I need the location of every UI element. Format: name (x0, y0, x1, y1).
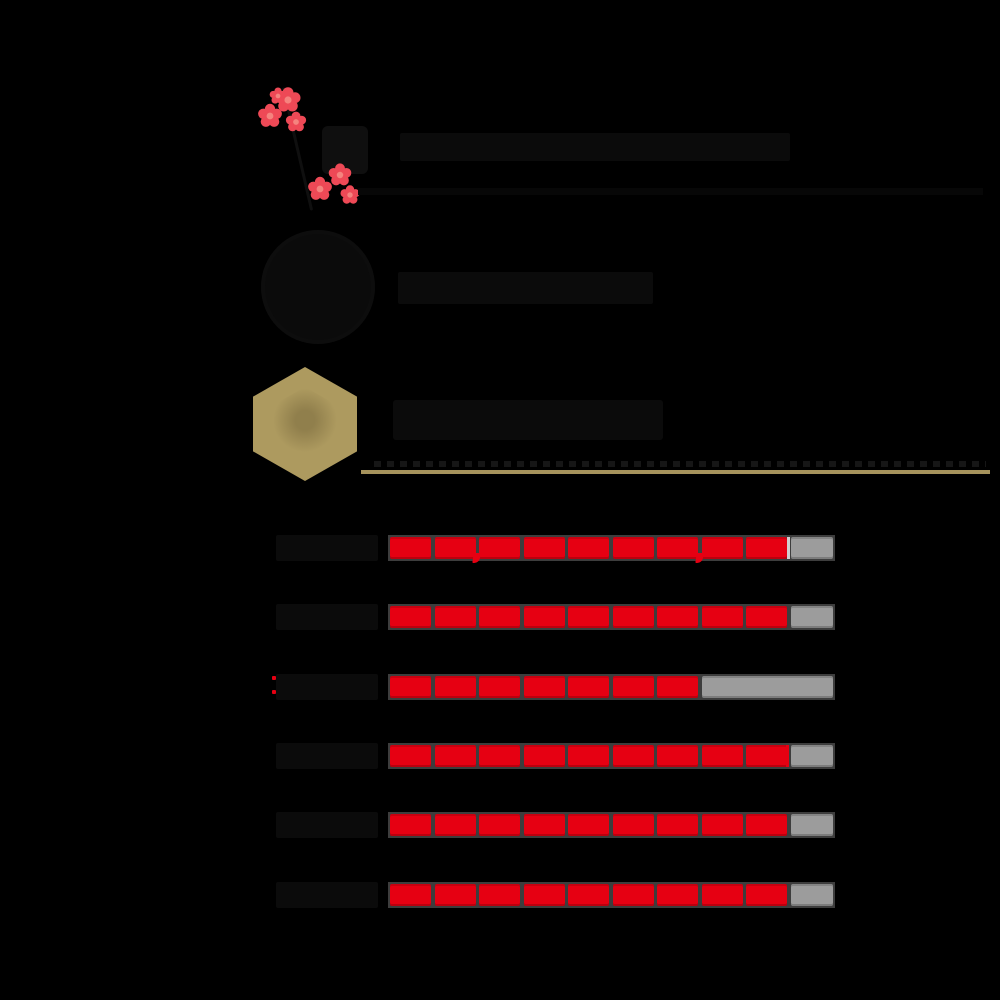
rating-segment-filled (613, 537, 654, 559)
rating-segment-filled (613, 814, 654, 836)
rating-segment-filled (479, 814, 520, 836)
dashed-divider (374, 461, 986, 467)
rating-segment-filled (568, 814, 609, 836)
label-red-dot (272, 690, 276, 694)
obscured-rating-label (276, 812, 378, 838)
rating-segment-filled (746, 537, 787, 559)
rating-segment-filled (479, 676, 520, 698)
obscured-rating-label (276, 674, 378, 700)
rating-segment-filled (390, 537, 431, 559)
rating-segment-filled (524, 606, 565, 628)
rating-segment-filled (479, 884, 520, 906)
obscured-title-text (400, 133, 790, 161)
sakura-blossom-cluster-icon (308, 163, 360, 204)
rating-segment-filled (568, 745, 609, 767)
rating-segment-filled (702, 606, 743, 628)
rating-segment-empty (791, 814, 833, 836)
rating-segment-empty (791, 884, 833, 906)
label-red-dot (272, 676, 276, 680)
obscured-brewery-name-text (398, 272, 653, 304)
rating-segment-filled (613, 745, 654, 767)
rating-segment-filled (390, 676, 431, 698)
rating-segment-filled (435, 884, 476, 906)
rating-segment-filled (613, 606, 654, 628)
rating-segment-filled (746, 884, 787, 906)
rating-segment-filled (568, 537, 609, 559)
rating-segment-filled (390, 745, 431, 767)
rating-segment-filled (479, 745, 520, 767)
rating-segment-filled (746, 814, 787, 836)
rating-segment-filled (524, 745, 565, 767)
light-sliver-mark (787, 537, 790, 559)
rating-segment-filled (657, 606, 698, 628)
rating-segment-filled (568, 606, 609, 628)
rating-segment-filled (524, 884, 565, 906)
rating-segment-filled (479, 537, 520, 559)
gold-hexagon-badge-icon (253, 367, 357, 481)
red-comma-mark (472, 553, 481, 563)
rating-segment-filled (613, 676, 654, 698)
rating-segment-filled (568, 676, 609, 698)
gold-divider-rule (361, 470, 990, 474)
rating-segment-filled (435, 537, 476, 559)
hexagon-badge-emblem (271, 387, 339, 461)
rating-segment-filled (657, 537, 698, 559)
rating-segment-filled (435, 676, 476, 698)
rating-segment-filled (702, 745, 743, 767)
round-emblem-logo-icon (261, 230, 375, 344)
rating-segment-filled (435, 606, 476, 628)
obscured-award-label-text (393, 400, 663, 440)
obscured-rating-label (276, 535, 378, 561)
rating-segment-filled (524, 814, 565, 836)
rating-segment-filled (657, 814, 698, 836)
rating-segment-filled (568, 884, 609, 906)
seal-stamp-shape (322, 126, 368, 174)
rating-segment-empty (702, 676, 833, 698)
rating-segment-filled (702, 884, 743, 906)
rating-segment-empty (791, 745, 833, 767)
rating-segment-filled (390, 814, 431, 836)
rating-segment-filled (524, 676, 565, 698)
obscured-rating-label (276, 882, 378, 908)
rating-segment-filled (390, 606, 431, 628)
rating-segment-filled (657, 884, 698, 906)
sakura-blossom-cluster-icon (258, 87, 307, 132)
rating-segment-filled (746, 745, 787, 767)
rating-segment-filled (613, 884, 654, 906)
rating-segment-filled (746, 606, 787, 628)
red-sliver-mark (786, 745, 789, 767)
rating-segment-filled (657, 676, 698, 698)
obscured-rating-label (276, 604, 378, 630)
rating-segment-filled (702, 537, 743, 559)
rating-segment-filled (702, 814, 743, 836)
rating-segment-filled (657, 745, 698, 767)
rating-segment-empty (791, 537, 833, 559)
obscured-subtitle-band (358, 188, 983, 195)
rating-segment-filled (435, 745, 476, 767)
obscured-rating-label (276, 743, 378, 769)
red-comma-mark (695, 553, 704, 563)
rating-segment-filled (390, 884, 431, 906)
rating-segment-filled (479, 606, 520, 628)
rating-segment-empty (791, 606, 833, 628)
rating-segment-filled (524, 537, 565, 559)
rating-segment-filled (435, 814, 476, 836)
